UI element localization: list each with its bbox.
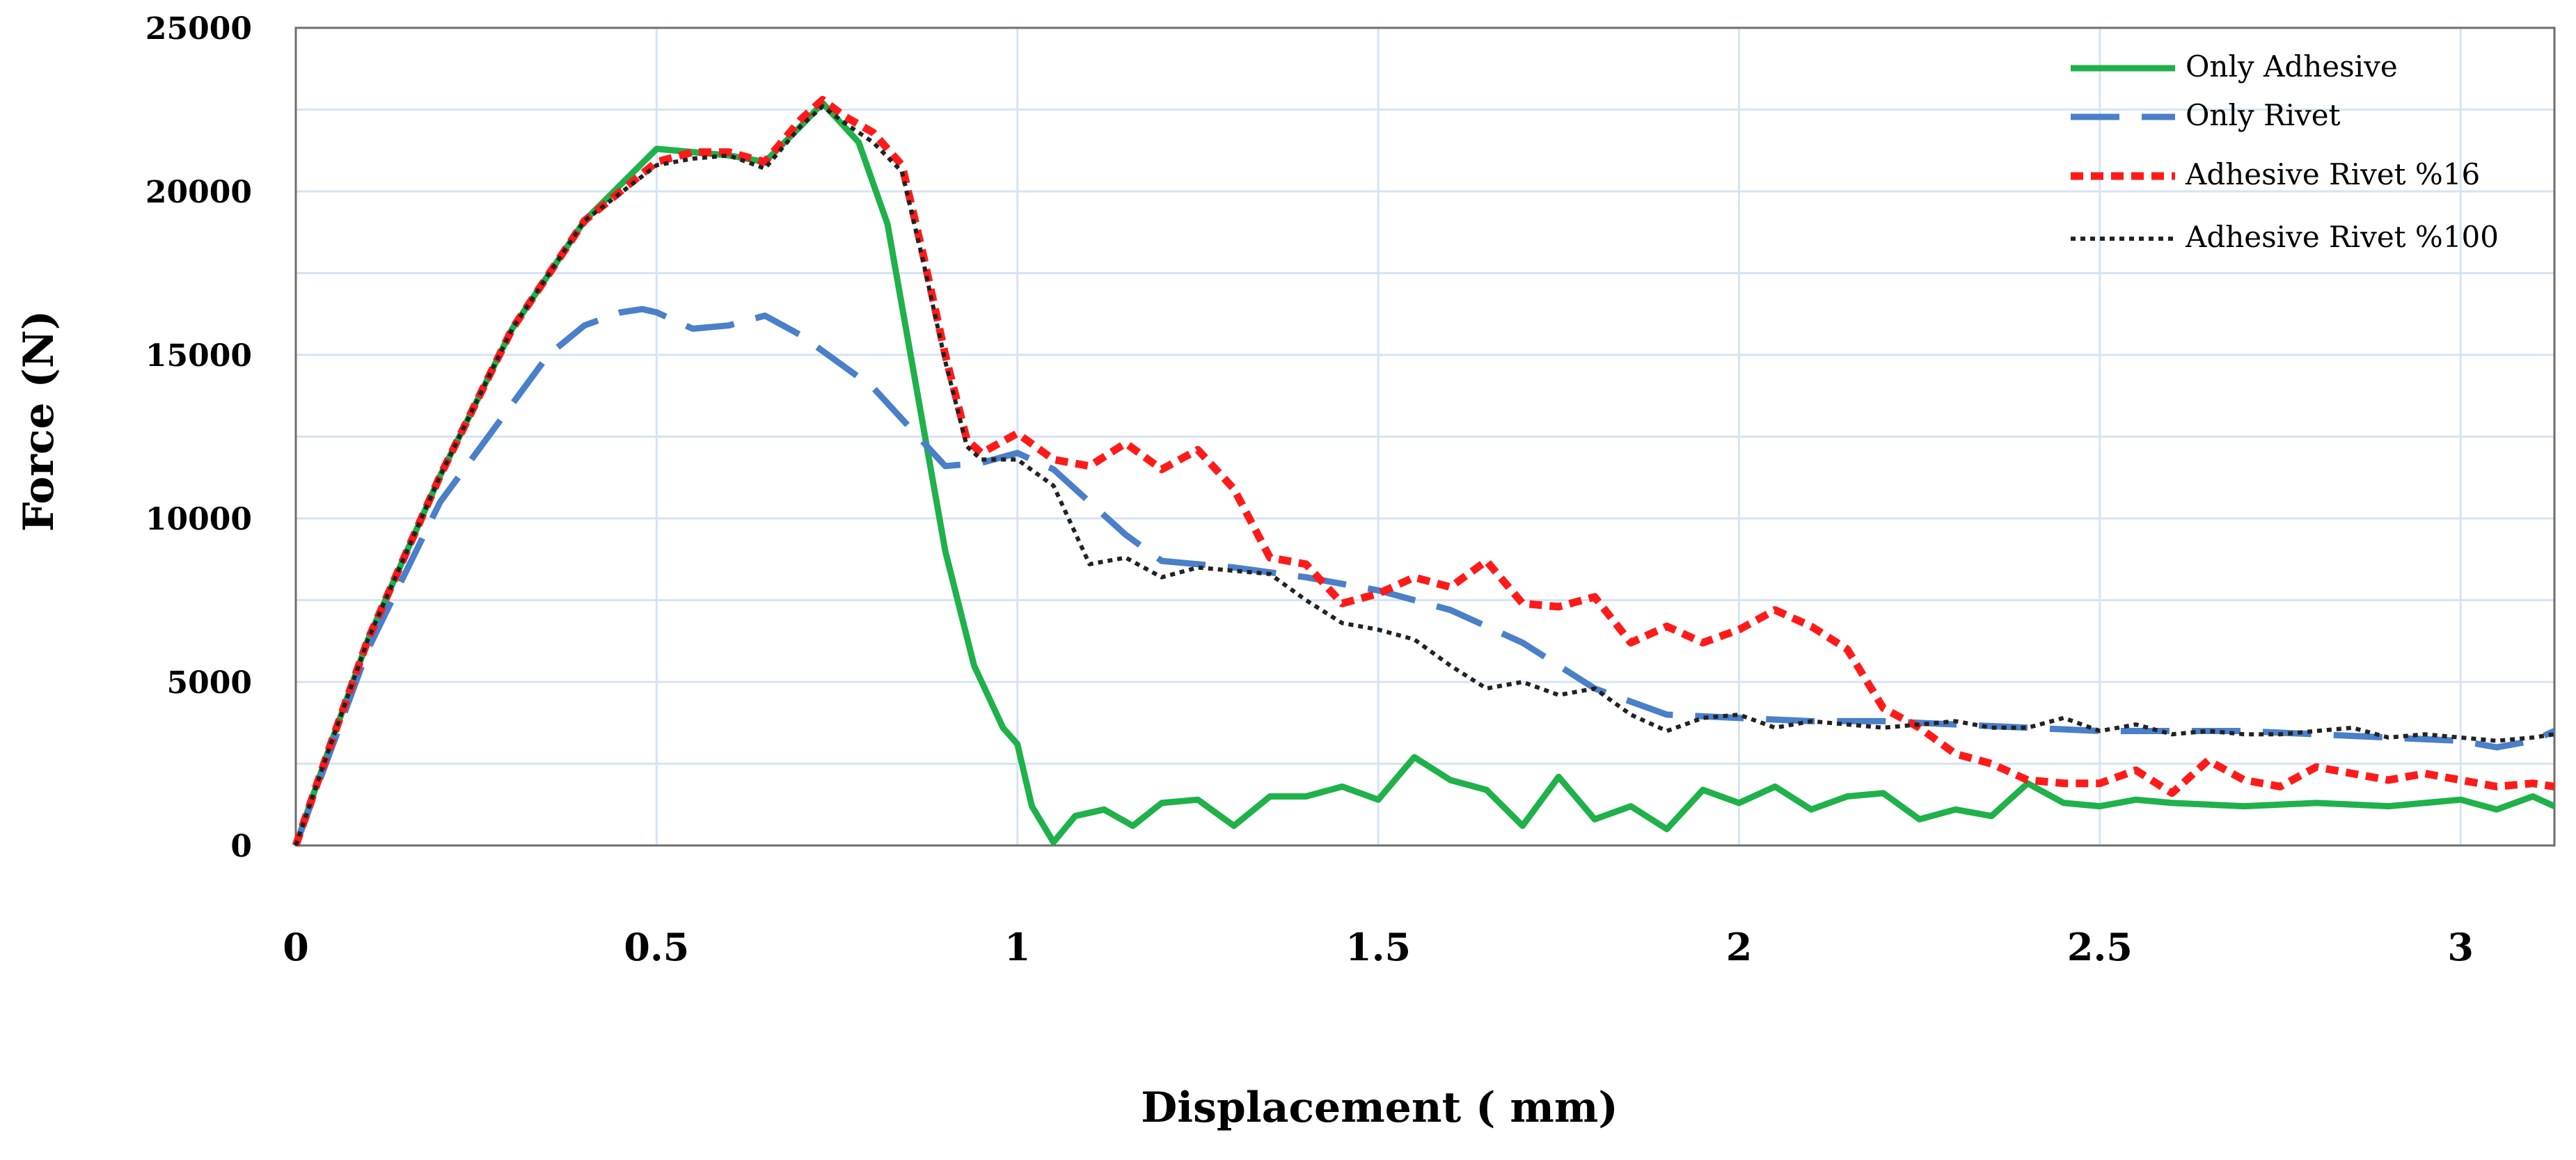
- legend-label-adhesive-rivet-100: Adhesive Rivet %100: [2185, 220, 2499, 254]
- legend-label-only-adhesive: Only Adhesive: [2186, 49, 2398, 84]
- legend-label-adhesive-rivet-16: Adhesive Rivet %16: [2185, 157, 2480, 191]
- x-tick-label: 1: [1004, 925, 1031, 969]
- y-tick-label: 10000: [145, 502, 252, 537]
- series-line-adhesive-rivet-100: [294, 104, 2555, 846]
- y-tick-labels: 0 5000 10000 15000 20000 25000: [145, 11, 252, 864]
- y-tick-label: 0: [230, 829, 252, 864]
- x-tick-label: 2: [1726, 925, 1753, 969]
- x-tick-labels: 0 0.5 1 1.5 2 2.5 3: [283, 925, 2474, 969]
- y-tick-label: 20000: [145, 175, 252, 210]
- x-tick-label: 2.5: [2067, 925, 2133, 969]
- legend: Only Adhesive Only Rivet Adhesive Rivet %1…: [2071, 49, 2499, 254]
- x-axis-title: Displacement ( mm): [1141, 1083, 1618, 1132]
- x-tick-label: 0: [283, 925, 309, 969]
- series-line-only-rivet: [292, 305, 2556, 847]
- y-axis-title: Force (N): [15, 310, 63, 532]
- legend-label-only-rivet: Only Rivet: [2186, 98, 2341, 132]
- series-line-only-adhesive: [292, 100, 2556, 847]
- y-tick-label: 15000: [145, 338, 252, 374]
- plot-area-frame: [294, 26, 2556, 847]
- series-lines: [292, 95, 2556, 847]
- y-tick-label: 25000: [145, 11, 252, 47]
- y-tick-label: 5000: [167, 665, 252, 701]
- x-tick-label: 3: [2447, 925, 2474, 969]
- x-tick-label: 0.5: [624, 925, 689, 969]
- series-line-adhesive-rivet-16: [292, 95, 2555, 847]
- x-tick-label: 1.5: [1345, 925, 1411, 969]
